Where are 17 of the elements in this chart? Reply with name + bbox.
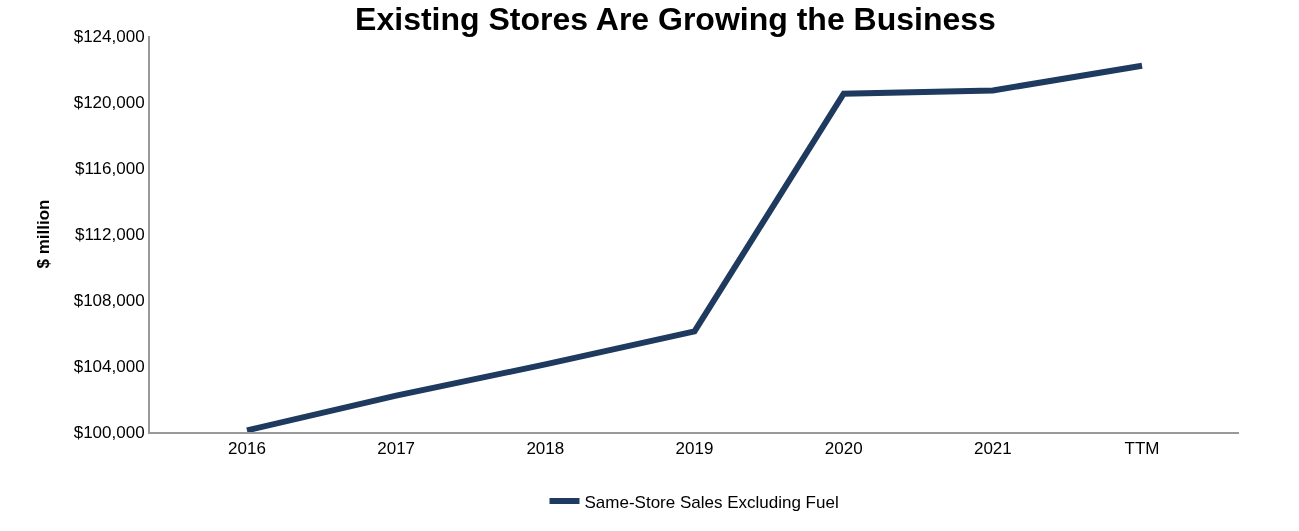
y-tick-label: $124,000 <box>73 26 145 46</box>
chart-title: Existing Stores Are Growing the Business <box>355 1 996 38</box>
y-tick-label: $116,000 <box>74 158 145 178</box>
y-tick-label: $100,000 <box>73 422 145 442</box>
y-tick-label: $120,000 <box>73 92 145 112</box>
legend-label: Same-Store Sales Excluding Fuel <box>584 492 839 512</box>
y-tick-label: $104,000 <box>73 356 145 376</box>
y-tick-label: $108,000 <box>73 290 145 310</box>
x-tick-label: 2016 <box>228 439 266 459</box>
x-tick-label: 2021 <box>973 439 1012 459</box>
y-tick-label: $112,000 <box>74 224 145 244</box>
x-tick-label: 2020 <box>824 439 863 459</box>
x-tick-label: 2019 <box>675 439 714 459</box>
y-axis-title: $ million <box>33 199 53 269</box>
x-tick-label: 2018 <box>526 439 565 459</box>
x-tick-label: 2017 <box>377 439 416 459</box>
x-tick-label: TTM <box>1124 439 1160 459</box>
